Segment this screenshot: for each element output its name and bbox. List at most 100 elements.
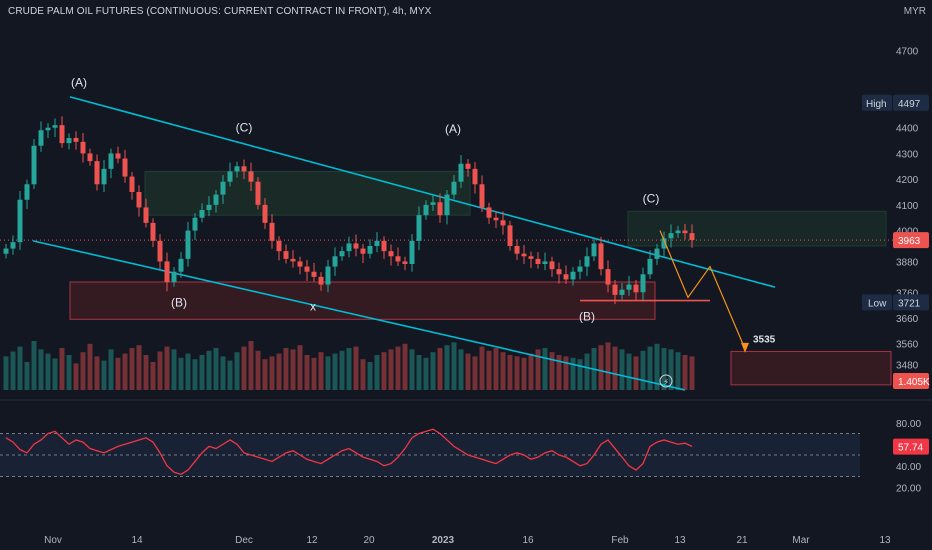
- price-axis-tick: 3560: [896, 340, 919, 351]
- volume-bar: [612, 346, 618, 390]
- volume-bar: [122, 353, 128, 390]
- candle-body: [472, 168, 478, 185]
- candle-body: [143, 207, 149, 223]
- rsi-line: [5, 428, 693, 476]
- candle-body: [584, 256, 590, 267]
- candle-body: [45, 127, 51, 131]
- volume-bar: [458, 349, 464, 390]
- candle-body: [290, 258, 296, 262]
- volume-bar: [633, 356, 639, 390]
- volume-bar: [59, 348, 65, 390]
- volume-bar: [598, 345, 604, 390]
- candle-body: [423, 204, 429, 216]
- candle-body: [360, 248, 366, 254]
- wave-label: (C): [643, 191, 660, 205]
- volume-bar: [178, 357, 184, 390]
- volume-bar: [276, 353, 282, 390]
- volume-bar: [220, 356, 226, 390]
- rsi-value: 57.74: [898, 443, 923, 454]
- candle-body: [640, 274, 646, 293]
- volume-bar: [388, 349, 394, 390]
- candle-body: [115, 153, 121, 159]
- candle-body: [220, 181, 226, 195]
- volume-bar: [416, 355, 422, 390]
- time-axis-tick: 2023: [432, 535, 455, 546]
- target-zone-box: [730, 350, 892, 386]
- candle-body: [430, 202, 436, 205]
- volume-bar: [479, 346, 485, 390]
- price-axis-tick: 3880: [896, 257, 919, 268]
- candle-body: [178, 258, 184, 272]
- last-price-value-bg: [893, 232, 929, 249]
- candle-body: [626, 284, 632, 290]
- candle-body: [612, 284, 618, 295]
- candle-body: [262, 204, 268, 223]
- candle-body: [668, 233, 674, 239]
- price-axis-tick: 4300: [896, 149, 919, 160]
- candle-body: [409, 240, 415, 264]
- time-axis-tick: Nov: [44, 535, 62, 546]
- candle-body: [59, 125, 65, 144]
- time-axis-tick: 13: [674, 535, 686, 546]
- volume-bar: [87, 343, 93, 390]
- low-value: 3721: [898, 298, 921, 309]
- volume-bar: [283, 348, 289, 390]
- candle-body: [451, 181, 457, 195]
- candle-body: [213, 194, 219, 205]
- candle-body: [66, 138, 72, 144]
- candle-body: [682, 230, 688, 234]
- candle-body: [654, 248, 660, 259]
- candle-body: [549, 261, 555, 270]
- volume-bar: [675, 352, 681, 390]
- price-axis-tick: 4700: [896, 47, 919, 58]
- volume-bar: [185, 353, 191, 390]
- projection-path: [659, 230, 746, 350]
- volume-bar: [402, 343, 408, 390]
- volume-bar: [192, 359, 198, 390]
- volume-bar: [374, 355, 380, 390]
- candle-body: [458, 163, 464, 182]
- volume-bar: [430, 352, 436, 390]
- volume-bar: [626, 353, 632, 390]
- candle-body: [402, 261, 408, 264]
- candle-body: [556, 269, 562, 275]
- candle-body: [689, 233, 695, 241]
- candle-body: [192, 217, 198, 231]
- volume-bar: [45, 353, 51, 390]
- demand-zone-box: [69, 281, 656, 320]
- volume-bar: [409, 349, 415, 390]
- high-value: 4497: [898, 99, 921, 110]
- volume-bar: [24, 362, 30, 390]
- volume-bar: [381, 352, 387, 390]
- volume-bar: [171, 349, 177, 390]
- time-axis-tick: 16: [522, 535, 534, 546]
- volume-bar: [311, 357, 317, 390]
- volume-bar: [325, 356, 331, 390]
- price-axis-tick: 3760: [896, 288, 919, 299]
- time-axis-tick: 20: [363, 535, 375, 546]
- volume-bar: [584, 353, 590, 390]
- volume-bar: [3, 356, 9, 390]
- volume-bar: [542, 348, 548, 390]
- candle-body: [395, 256, 401, 262]
- volume-bar: [318, 352, 324, 390]
- volume-bar: [563, 356, 569, 390]
- low-value-bg: [893, 294, 929, 311]
- candle-body: [108, 153, 114, 169]
- volume-bar: [136, 345, 142, 390]
- volume-bar: [262, 359, 268, 390]
- candle-body: [479, 184, 485, 208]
- candle-body: [493, 217, 499, 221]
- volume-bar: [619, 349, 625, 390]
- time-axis-tick: 21: [736, 535, 748, 546]
- candle-body: [206, 204, 212, 210]
- candle-body: [199, 210, 205, 218]
- rsi-axis-tick: 20.00: [896, 483, 921, 494]
- volume-bar: [73, 363, 79, 390]
- volume-bar: [465, 353, 471, 390]
- candle-body: [297, 261, 303, 267]
- volume-bar: [528, 353, 534, 390]
- candle-body: [227, 171, 233, 182]
- candle-body: [10, 242, 16, 249]
